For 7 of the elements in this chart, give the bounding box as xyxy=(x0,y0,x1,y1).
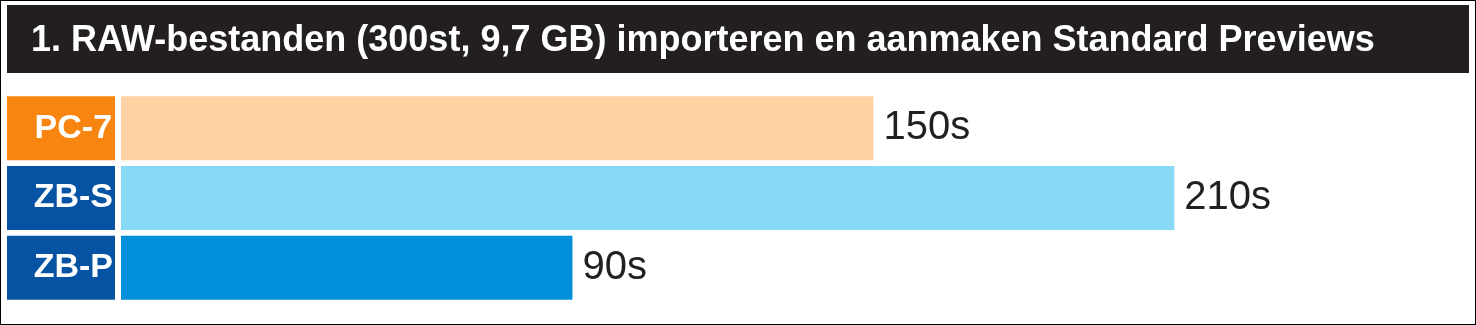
chart-title: 1. RAW-bestanden (300st, 9,7 GB) importeren en aanmaken Standard Previews xyxy=(7,5,1469,73)
y-tick-label: ZB-P xyxy=(33,246,113,285)
data-label: 90s xyxy=(582,242,647,287)
data-label: 150s xyxy=(883,103,971,148)
data-label: 210s xyxy=(1184,173,1272,218)
y-tick-label: ZB-S xyxy=(33,176,113,215)
y-tick-label: PC-7 xyxy=(34,106,113,145)
